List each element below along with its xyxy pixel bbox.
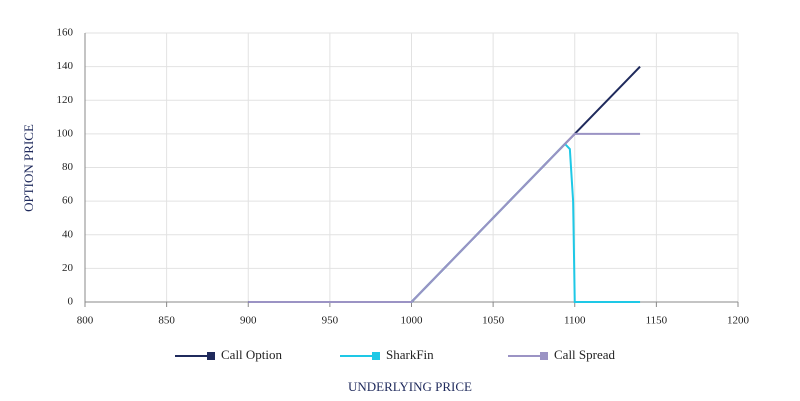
y-tick-label: 120 [57, 94, 74, 106]
x-tick-label: 1150 [646, 315, 668, 327]
y-tick-label: 160 [57, 27, 74, 39]
x-tick-label: 900 [240, 315, 257, 327]
x-tick-label: 950 [322, 315, 339, 327]
legend-marker [540, 352, 548, 360]
legend-text: SharkFin [386, 347, 434, 362]
legend-text: Call Option [221, 347, 283, 362]
y-tick-label: 60 [62, 195, 74, 207]
legend-marker [372, 352, 380, 360]
y-axis-title: OPTION PRICE [21, 124, 36, 212]
legend-text: Call Spread [554, 347, 616, 362]
y-tick-label: 100 [57, 127, 74, 139]
x-tick-label: 1100 [564, 315, 586, 327]
x-tick-label: 800 [77, 315, 94, 327]
y-tick-label: 40 [62, 228, 74, 240]
legend-marker [207, 352, 215, 360]
series-line [248, 132, 641, 303]
series-line [248, 65, 641, 303]
y-tick-label: 20 [62, 262, 74, 274]
y-tick-label: 80 [62, 161, 74, 173]
x-tick-label: 1000 [401, 315, 424, 327]
x-tick-label: 850 [158, 315, 175, 327]
y-tick-label: 140 [57, 60, 74, 72]
x-axis-title: UNDERLYING PRICE [348, 379, 472, 394]
y-tick-label: 0 [68, 296, 74, 308]
x-tick-label: 1200 [727, 315, 750, 327]
x-tick-label: 1050 [482, 315, 505, 327]
